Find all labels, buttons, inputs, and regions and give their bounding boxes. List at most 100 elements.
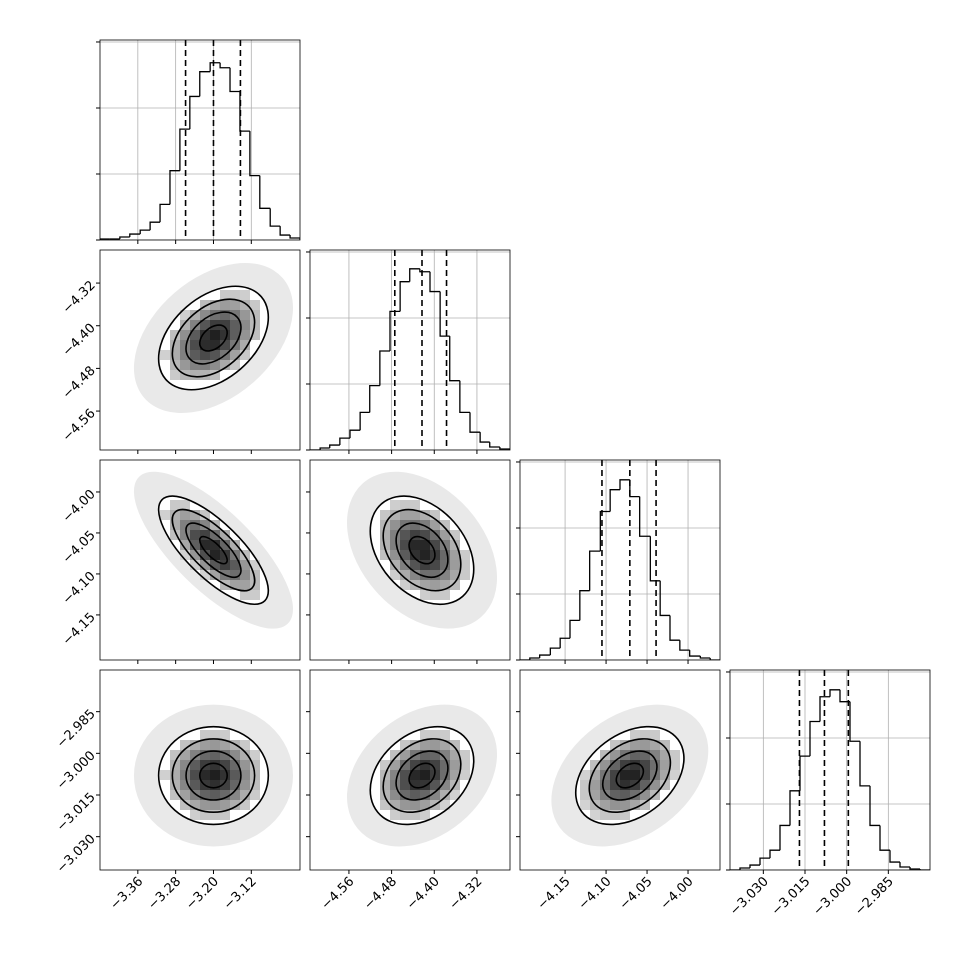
density-cell bbox=[390, 810, 400, 820]
x-tick-label: −4.00 bbox=[658, 874, 697, 913]
contour bbox=[157, 495, 270, 606]
density-cell bbox=[420, 740, 430, 750]
density-cell bbox=[220, 530, 230, 540]
density-cell bbox=[240, 580, 250, 590]
density-cell bbox=[410, 770, 420, 780]
density-cell bbox=[210, 740, 220, 750]
density-cell bbox=[190, 550, 200, 560]
density-cell bbox=[430, 590, 440, 600]
panel: −4.15−4.10−4.05−4.00 bbox=[516, 669, 721, 913]
histogram-bin bbox=[409, 268, 420, 282]
density-cell bbox=[200, 550, 210, 560]
density-cell bbox=[390, 570, 400, 580]
density-cell bbox=[200, 730, 210, 740]
density-cell bbox=[410, 520, 420, 530]
density-cell bbox=[420, 560, 430, 570]
histogram-bin bbox=[899, 862, 910, 868]
density-cell bbox=[410, 500, 420, 510]
density-cell bbox=[190, 770, 200, 780]
histogram-bin bbox=[319, 447, 330, 450]
density-cell bbox=[620, 800, 630, 810]
contour bbox=[369, 495, 475, 606]
panel-frame bbox=[99, 459, 301, 661]
density-cell bbox=[610, 750, 620, 760]
density-cell bbox=[620, 790, 630, 800]
density-cell bbox=[200, 310, 210, 320]
density-cell bbox=[600, 800, 610, 810]
density-cell bbox=[630, 770, 640, 780]
x-tick-label: −3.000 bbox=[811, 874, 856, 919]
density-cell bbox=[640, 770, 650, 780]
density-cell bbox=[440, 790, 450, 800]
density-cell bbox=[250, 790, 260, 800]
density-cell bbox=[200, 570, 210, 580]
x-tick-label: −4.15 bbox=[535, 874, 574, 913]
density-cell bbox=[190, 340, 200, 350]
density-cell bbox=[440, 730, 450, 740]
histogram-bin bbox=[619, 479, 630, 490]
density-cell bbox=[460, 770, 470, 780]
density-cell bbox=[200, 800, 210, 810]
density-cell bbox=[180, 360, 190, 370]
histogram-bin bbox=[789, 790, 800, 826]
density-cell bbox=[230, 540, 240, 550]
panel-frame bbox=[309, 669, 511, 871]
density-cell bbox=[640, 740, 650, 750]
density-cell bbox=[390, 540, 400, 550]
density-cell bbox=[430, 510, 440, 520]
density-cell bbox=[200, 320, 210, 330]
contour bbox=[601, 750, 658, 801]
histogram-bin bbox=[809, 720, 820, 757]
density-cell bbox=[390, 760, 400, 770]
density-cell bbox=[420, 790, 430, 800]
histogram-bin bbox=[709, 658, 720, 660]
density-cell bbox=[670, 750, 680, 760]
density-cell bbox=[390, 520, 400, 530]
y-tick-label: −3.000 bbox=[54, 748, 99, 793]
y-tick-label: −4.48 bbox=[60, 363, 99, 402]
density-cell bbox=[440, 550, 450, 560]
density-cell bbox=[400, 740, 410, 750]
density-cell bbox=[220, 340, 230, 350]
density-cell bbox=[440, 530, 450, 540]
density-cell bbox=[450, 560, 460, 570]
density-cell bbox=[440, 570, 450, 580]
density-cell bbox=[240, 300, 250, 310]
histogram-bin bbox=[479, 432, 490, 443]
density-cell bbox=[220, 810, 230, 820]
panel-content bbox=[310, 250, 510, 450]
density-cell bbox=[200, 790, 210, 800]
density-cell bbox=[250, 780, 260, 790]
density-cell bbox=[430, 570, 440, 580]
density-cell bbox=[240, 750, 250, 760]
panel-content bbox=[730, 670, 930, 870]
density-cell bbox=[630, 760, 640, 770]
histogram-bin bbox=[579, 590, 590, 621]
density-cell bbox=[170, 530, 180, 540]
contour bbox=[395, 522, 449, 579]
density-cell bbox=[210, 540, 220, 550]
panel bbox=[306, 459, 511, 664]
density-cell bbox=[450, 790, 460, 800]
density-cell bbox=[200, 540, 210, 550]
density-cell bbox=[180, 340, 190, 350]
density-cell bbox=[380, 530, 390, 540]
histogram-bin bbox=[159, 203, 170, 223]
density-cell bbox=[420, 540, 430, 550]
density-cell bbox=[160, 770, 170, 780]
density-cell bbox=[170, 330, 180, 340]
density-cell bbox=[390, 800, 400, 810]
density-cell bbox=[210, 800, 220, 810]
density-cell bbox=[420, 780, 430, 790]
density-cell bbox=[240, 350, 250, 360]
density-cell bbox=[440, 590, 450, 600]
density-cell bbox=[440, 760, 450, 770]
histogram-bin bbox=[489, 442, 500, 448]
density-cell bbox=[450, 530, 460, 540]
density-cell bbox=[600, 790, 610, 800]
density-cell bbox=[200, 330, 210, 340]
histogram-bin bbox=[889, 850, 900, 863]
density-cell bbox=[620, 780, 630, 790]
contour bbox=[157, 725, 270, 826]
density-cell bbox=[430, 730, 440, 740]
